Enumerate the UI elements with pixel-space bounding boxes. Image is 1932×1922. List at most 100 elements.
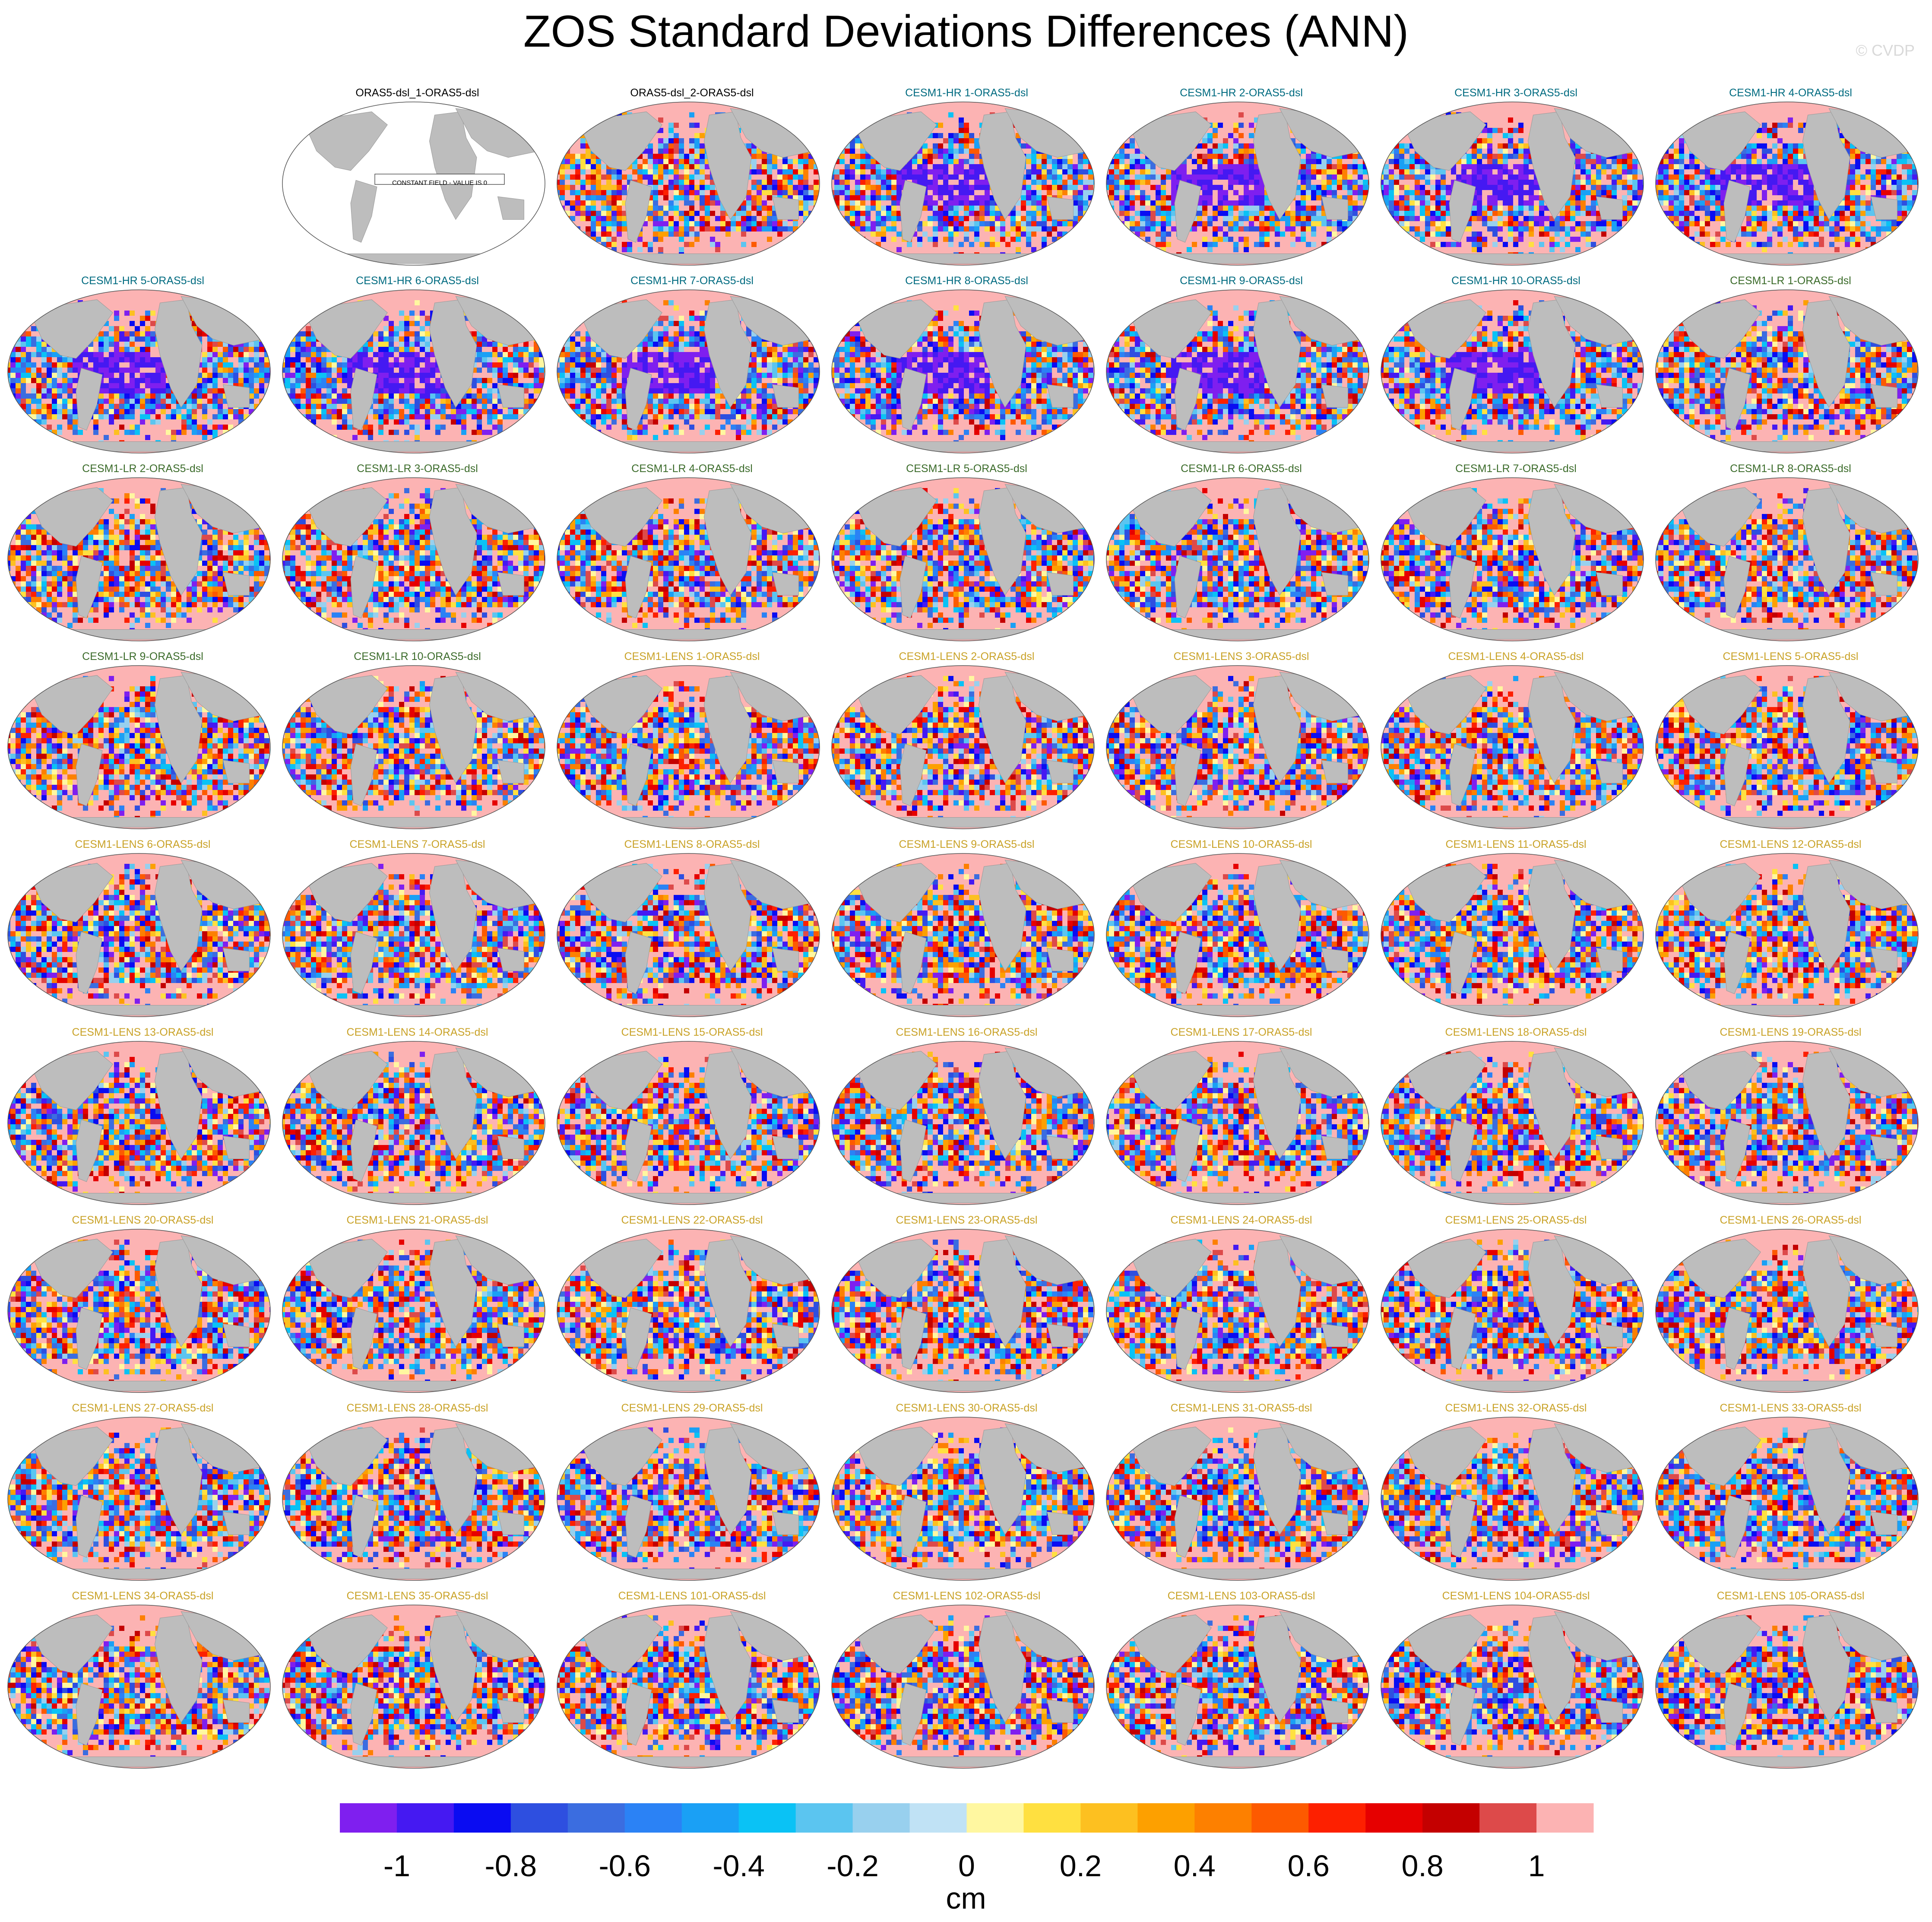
map-cell xyxy=(1555,226,1560,232)
map-cell xyxy=(557,211,560,216)
map-cell xyxy=(1917,216,1918,221)
map-cell xyxy=(803,159,808,164)
map-cell xyxy=(959,226,964,232)
map-cell xyxy=(1145,211,1150,216)
map-cell xyxy=(1834,247,1840,252)
map-cell xyxy=(959,195,964,200)
map-cell xyxy=(1238,226,1244,232)
map-cell xyxy=(1897,174,1902,180)
map-cell xyxy=(1534,206,1539,211)
map-cell xyxy=(1381,232,1384,237)
map-cell xyxy=(1549,247,1555,252)
map-cell xyxy=(627,242,632,247)
map-cell xyxy=(938,174,943,180)
map-cell xyxy=(1477,185,1482,190)
map-cell xyxy=(1409,226,1415,232)
map-cell xyxy=(1860,159,1865,164)
map-cell xyxy=(1746,143,1751,149)
map-cell xyxy=(1384,252,1389,257)
map-cell xyxy=(1461,169,1466,174)
map-cell xyxy=(575,206,580,211)
map-cell xyxy=(876,164,881,169)
map-cell xyxy=(1295,221,1301,226)
map-cell xyxy=(1352,154,1358,159)
map-cell xyxy=(1181,174,1187,180)
map-cell xyxy=(1389,226,1394,232)
map-cell xyxy=(1518,226,1523,232)
map-cell xyxy=(41,347,47,352)
map-cell xyxy=(839,180,845,185)
map-cell xyxy=(1513,242,1518,247)
map-cell xyxy=(1674,180,1679,185)
map-cell xyxy=(648,159,653,164)
map-cell xyxy=(964,211,969,216)
map-cell xyxy=(881,237,886,242)
map-cell xyxy=(627,247,632,252)
map-cell xyxy=(1425,169,1430,174)
map-cell xyxy=(1850,169,1855,174)
map-cell xyxy=(1290,221,1295,226)
map-cell xyxy=(653,211,658,216)
map-cell xyxy=(1213,226,1218,232)
map-cell xyxy=(1824,226,1829,232)
map-cell xyxy=(1223,159,1228,164)
map-cell xyxy=(814,242,819,247)
map-cell xyxy=(104,347,109,352)
map-cell xyxy=(1093,211,1094,216)
map-cell xyxy=(617,226,622,232)
map-cell xyxy=(917,242,922,247)
map-cell xyxy=(700,143,705,149)
map-cell xyxy=(1498,195,1503,200)
map-cell xyxy=(1073,242,1078,247)
map-cell xyxy=(948,112,953,117)
map-cell xyxy=(1249,149,1254,154)
map-cell xyxy=(1819,211,1824,216)
map-cell xyxy=(98,342,104,347)
map-cell xyxy=(1264,216,1270,221)
map-cell xyxy=(1656,164,1658,169)
map-cell xyxy=(1643,159,1644,164)
map-cell xyxy=(1819,242,1824,247)
map-cell xyxy=(1223,195,1228,200)
map-cell xyxy=(1311,195,1316,200)
map-cell xyxy=(782,190,788,195)
map-cell xyxy=(668,154,674,159)
map-cell xyxy=(1213,123,1218,128)
map-cell xyxy=(1679,149,1684,154)
map-cell xyxy=(720,216,725,221)
map-cell xyxy=(1078,169,1083,174)
map-cell xyxy=(710,185,715,190)
map-cell xyxy=(1669,195,1674,200)
map-cell xyxy=(1042,164,1047,169)
map-cell xyxy=(762,216,767,221)
map-cell xyxy=(814,138,819,143)
map-cell xyxy=(653,232,658,237)
map-cell xyxy=(1793,154,1798,159)
map-cell xyxy=(1803,185,1808,190)
map-cell xyxy=(1425,164,1430,169)
map-cell xyxy=(1513,206,1518,211)
map-cell xyxy=(1358,232,1363,237)
map-cell xyxy=(668,138,674,143)
map-cell xyxy=(943,138,948,143)
map-cell xyxy=(1352,237,1358,242)
map-cell xyxy=(124,342,130,347)
map-cell xyxy=(928,169,933,174)
map-cell xyxy=(1720,226,1726,232)
map-cell xyxy=(586,164,591,169)
map-cell xyxy=(808,190,814,195)
map-cell xyxy=(788,159,793,164)
map-cell xyxy=(1808,221,1814,226)
map-cell xyxy=(1591,159,1596,164)
map-cell xyxy=(1031,232,1036,237)
map-cell xyxy=(1381,143,1384,149)
map-cell xyxy=(1523,154,1529,159)
map-cell xyxy=(1306,180,1311,185)
map-cell xyxy=(1202,190,1207,195)
map-cell xyxy=(1430,221,1435,226)
map-cell xyxy=(1394,112,1399,117)
map-cell xyxy=(876,226,881,232)
map-cell xyxy=(21,316,26,321)
map-cell xyxy=(964,159,969,164)
map-cell xyxy=(1181,164,1187,169)
